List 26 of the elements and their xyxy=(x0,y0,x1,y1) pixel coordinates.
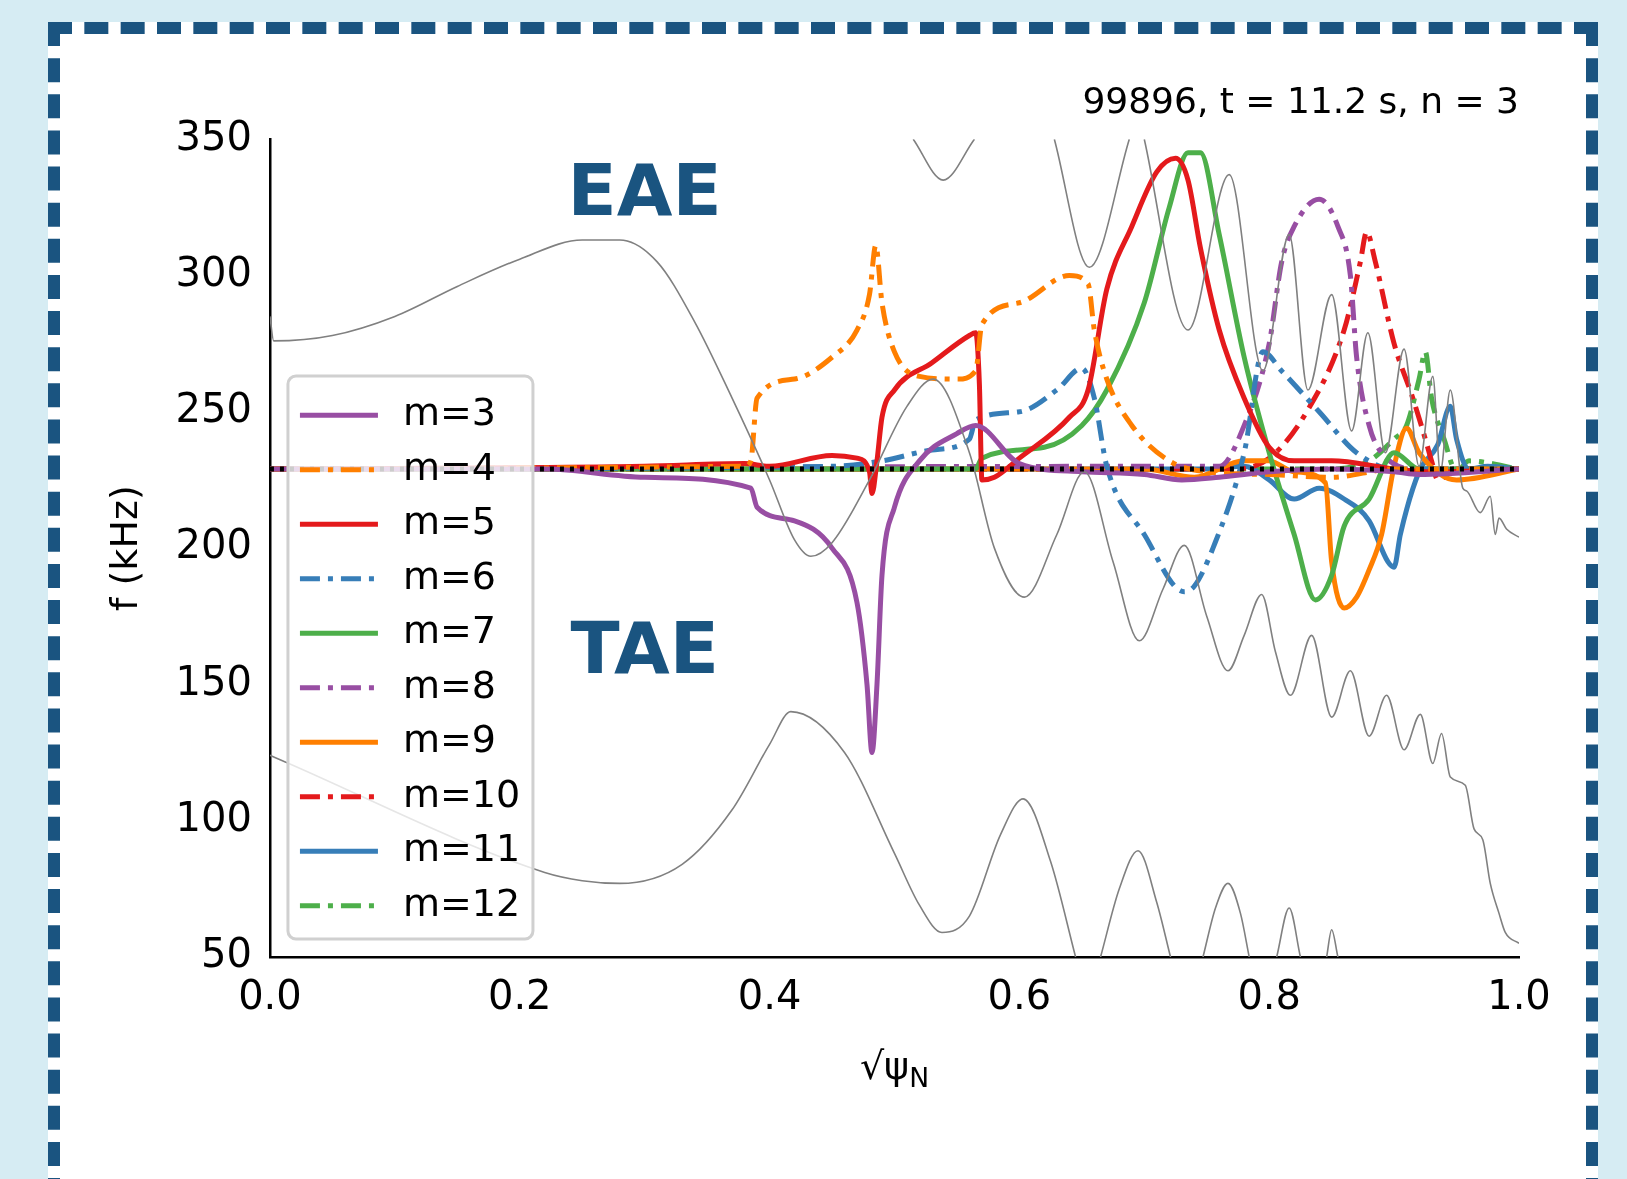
legend-label: m=11 xyxy=(402,826,521,871)
y-tick-label: 100 xyxy=(175,794,252,841)
x-tick-label: 0.8 xyxy=(1237,972,1301,1019)
x-tick-label: 1.0 xyxy=(1487,972,1551,1019)
y-tick-label: 200 xyxy=(175,521,252,568)
x-tick-label: 0.6 xyxy=(987,972,1052,1019)
legend-label: m=12 xyxy=(402,880,521,925)
legend-label: m=9 xyxy=(402,717,496,762)
annotation: TAE xyxy=(570,606,719,691)
legend-label: m=10 xyxy=(402,771,521,816)
x-tick-label: 0.2 xyxy=(487,972,552,1019)
x-tick-label: 0.4 xyxy=(737,972,802,1019)
y-tick-label: 250 xyxy=(175,385,252,432)
legend-label: m=8 xyxy=(402,662,496,707)
legend-label: m=4 xyxy=(402,444,496,489)
legend-label: m=6 xyxy=(402,553,496,598)
annotation: EAE xyxy=(567,148,722,233)
legend-label: m=7 xyxy=(402,608,496,653)
line-series xyxy=(269,239,1519,945)
y-tick-label: 150 xyxy=(175,657,252,704)
chart-title: 99896, t = 11.2 s, n = 3 xyxy=(1082,79,1519,121)
y-tick-label: 350 xyxy=(175,112,252,159)
legend-label: m=5 xyxy=(402,499,496,544)
y-tick-label: 300 xyxy=(175,248,252,295)
y-axis-title: f (kHz) xyxy=(101,485,146,611)
legend-label: m=3 xyxy=(402,390,496,435)
